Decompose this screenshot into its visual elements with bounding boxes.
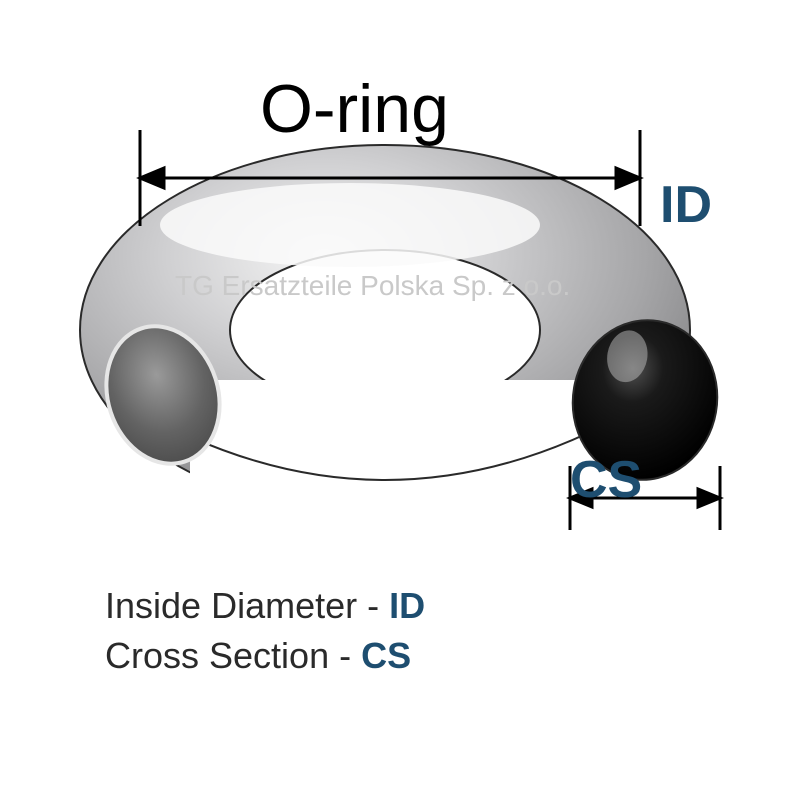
legend-row-cs: Cross Section - CS [105, 635, 425, 677]
legend: Inside Diameter - ID Cross Section - CS [105, 585, 425, 685]
legend-code-id: ID [389, 585, 425, 626]
cut-gap-mask [190, 380, 600, 550]
legend-row-id: Inside Diameter - ID [105, 585, 425, 627]
torus-highlight [160, 183, 540, 267]
diagram-canvas: O-ring ID CS TG Ersatzteile Polska Sp. z… [0, 0, 800, 800]
legend-label-id: Inside Diameter - [105, 585, 389, 626]
cs-dimension-label: CS [570, 450, 642, 510]
diagram-title: O-ring [260, 70, 449, 148]
id-dimension-label: ID [660, 175, 712, 235]
legend-label-cs: Cross Section - [105, 635, 361, 676]
legend-code-cs: CS [361, 635, 411, 676]
watermark-text: TG Ersatzteile Polska Sp. z o.o. [175, 270, 570, 302]
